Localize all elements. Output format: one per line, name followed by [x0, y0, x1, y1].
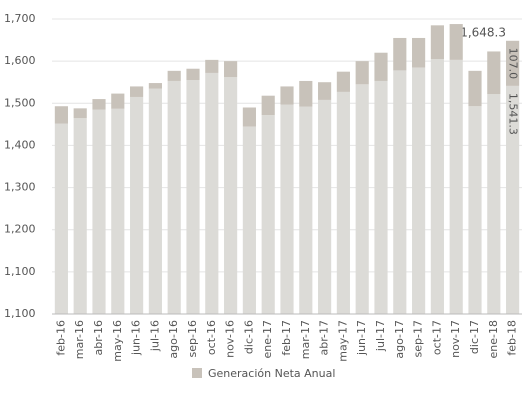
x-tick-label: may-17 — [336, 320, 349, 362]
y-tick-label: 1,300 — [4, 181, 36, 194]
bar-segment — [468, 106, 482, 314]
total-label: 1,648.3 — [460, 26, 506, 40]
bar-segment — [186, 80, 200, 314]
bar-segment — [242, 126, 256, 314]
bar-segment — [487, 94, 501, 314]
y-tick-label: 1,500 — [4, 96, 36, 109]
bar-segment — [449, 59, 463, 314]
bar-segment — [280, 86, 294, 105]
bar-segment — [167, 80, 181, 314]
x-tick-label: abr-16 — [92, 320, 105, 356]
bar-segment — [167, 70, 181, 81]
bar-segment — [336, 71, 350, 92]
bar-segment — [412, 37, 426, 68]
bar-segment — [242, 107, 256, 127]
y-tick-label: 1,100 — [4, 265, 36, 278]
legend-label: Generación Neta Anual — [208, 367, 335, 380]
x-tick-label: feb-18 — [506, 320, 519, 356]
y-tick-label: 1,400 — [4, 138, 36, 151]
bar-segment — [412, 67, 426, 314]
bar-segment — [430, 59, 444, 315]
bar-segment — [186, 68, 200, 81]
bar-segment — [318, 99, 332, 315]
y-tick-label: 1,200 — [4, 223, 36, 236]
bar-segment — [92, 109, 106, 314]
x-tick-label: ene-18 — [487, 320, 500, 358]
legend-swatch — [192, 368, 202, 378]
bar-segment — [54, 123, 68, 314]
bar-segment — [374, 52, 388, 81]
bar-segment — [355, 84, 369, 314]
x-tick-label: feb-16 — [54, 320, 67, 356]
x-tick-label: ago-16 — [167, 320, 180, 359]
bar-segment — [54, 106, 68, 124]
bar-segment — [130, 86, 144, 97]
y-tick-label: 1,600 — [4, 54, 36, 67]
bar-segment — [430, 25, 444, 60]
bar-segment — [73, 118, 87, 315]
x-tick-label: jul-17 — [374, 320, 387, 352]
bar-segment — [449, 24, 463, 60]
x-tick-label: sep-16 — [186, 320, 199, 357]
x-tick-label: dic-16 — [242, 320, 255, 354]
value-label: 107.0 — [507, 48, 520, 80]
bar-segment — [299, 106, 313, 315]
bar-segment — [374, 80, 388, 314]
bar-segment — [224, 61, 238, 78]
bar-segment — [261, 115, 275, 314]
bar-segment — [506, 85, 520, 315]
x-tick-label: feb-17 — [280, 320, 293, 356]
bar-segment — [355, 61, 369, 85]
x-tick-label: nov-17 — [449, 320, 462, 358]
x-tick-label: sep-17 — [412, 320, 425, 357]
x-tick-label: jun-17 — [355, 320, 368, 356]
x-tick-label: ago-17 — [393, 320, 406, 359]
bar-segment — [318, 82, 332, 100]
x-tick-label: nov-16 — [224, 320, 237, 358]
bar-segment — [506, 40, 520, 86]
bar-segment — [92, 99, 106, 110]
bar-segment — [130, 96, 144, 314]
bar-segment — [393, 70, 407, 315]
y-tick-label: 1,100 — [4, 307, 36, 320]
x-tick-label: mar-16 — [73, 320, 86, 359]
bar-segment — [280, 104, 294, 314]
x-tick-label: dic-17 — [468, 320, 481, 354]
bar-segment — [111, 108, 125, 314]
value-label: 1,541.3 — [507, 93, 520, 135]
x-tick-label: oct-16 — [205, 320, 218, 355]
bar-segment — [111, 93, 125, 109]
x-tick-label: jul-16 — [148, 320, 161, 352]
bar-segment — [205, 72, 219, 314]
bar-segment — [336, 91, 350, 315]
bar-segment — [224, 77, 238, 315]
bar-segment — [205, 59, 219, 73]
bar-segment — [487, 51, 501, 95]
x-tick-label: ene-17 — [261, 320, 274, 358]
bar-segment — [148, 83, 162, 89]
bar-segment — [148, 88, 162, 315]
x-tick-label: mar-17 — [299, 320, 312, 359]
x-tick-label: jun-16 — [130, 320, 143, 356]
y-tick-label: 1,700 — [4, 12, 36, 25]
bar-segment — [299, 80, 313, 107]
bar-segment — [393, 37, 407, 71]
x-tick-label: oct-17 — [430, 320, 443, 355]
bar-segment — [468, 70, 482, 107]
x-tick-label: may-16 — [111, 320, 124, 362]
bar-segment — [73, 108, 87, 119]
bar-segment — [261, 95, 275, 116]
x-tick-label: abr-17 — [318, 320, 331, 356]
